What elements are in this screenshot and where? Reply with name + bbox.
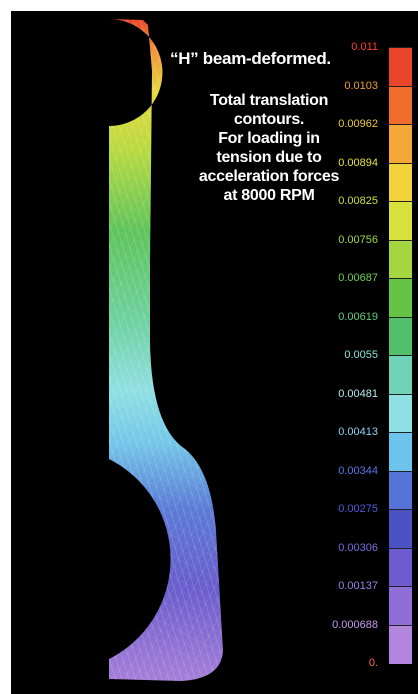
scale-tick-label: 0.0055: [344, 349, 378, 361]
scale-tick-label: 0.00306: [338, 541, 378, 554]
scale-bar-segment: [389, 85, 412, 125]
caption-line: acceleration forces: [198, 168, 340, 185]
fea-panel: “H” beam-deformed. Total translation con…: [11, 11, 418, 694]
scale-bar-segment: [389, 624, 412, 664]
small-end-bore: [109, 33, 149, 113]
scale-tick-label: 0.00619: [338, 310, 378, 323]
scale-bar-segment: [389, 509, 412, 549]
scale-bar-segment: [389, 470, 412, 510]
scale-tick-label: 0.: [368, 657, 378, 669]
scale-bar-segment: [389, 355, 412, 395]
scale-bar-segment: [389, 201, 412, 241]
scale-tick-label: 0.00344: [338, 464, 378, 477]
scale-tick-label: 0.0103: [344, 79, 378, 92]
scale-tick-label: 0.00962: [338, 118, 378, 130]
connecting-rod-contour-plot: [109, 19, 223, 681]
scale-bar-segment: [389, 124, 412, 164]
scale-tick-label: 0.011: [351, 41, 378, 53]
scale-bar-segment: [389, 162, 412, 202]
caption-block: “H” beam-deformed. Total translation con…: [156, 49, 376, 205]
scale-tick-label: 0.00413: [338, 426, 378, 438]
scale-bar-segment: [389, 586, 412, 626]
caption-line: tension due to: [216, 149, 322, 166]
caption-body: Total translation contours. For loading …: [156, 91, 376, 205]
caption-line: Total translation: [209, 92, 329, 109]
scale-bar-segment: [389, 547, 412, 587]
scale-bar-segment: [389, 278, 412, 318]
caption-line: contours.: [233, 111, 305, 128]
scale-tick-label: 0.00481: [338, 387, 378, 400]
scale-bar-segment: [389, 316, 412, 356]
scale-bar-segment: [389, 47, 412, 87]
scale-bar-segment: [389, 393, 412, 433]
scale-tick-label: 0.00275: [338, 503, 378, 515]
scale-bar-segment: [389, 432, 412, 472]
scale-tick-label: 0.00137: [338, 580, 378, 592]
scale-tick-label: 0.00894: [338, 156, 378, 169]
scale-tick-label: 0.00687: [338, 272, 378, 284]
scale-bar-segment: [389, 239, 412, 279]
caption-title: “H” beam-deformed.: [170, 49, 331, 68]
scale-tick-label: 0.00756: [338, 233, 378, 246]
scale-tick-label: 0.00825: [338, 195, 378, 207]
caption-line: For loading in: [218, 130, 320, 147]
scale-tick-label: 0.000688: [332, 618, 378, 631]
caption-line: at 8000 RPM: [223, 187, 315, 204]
